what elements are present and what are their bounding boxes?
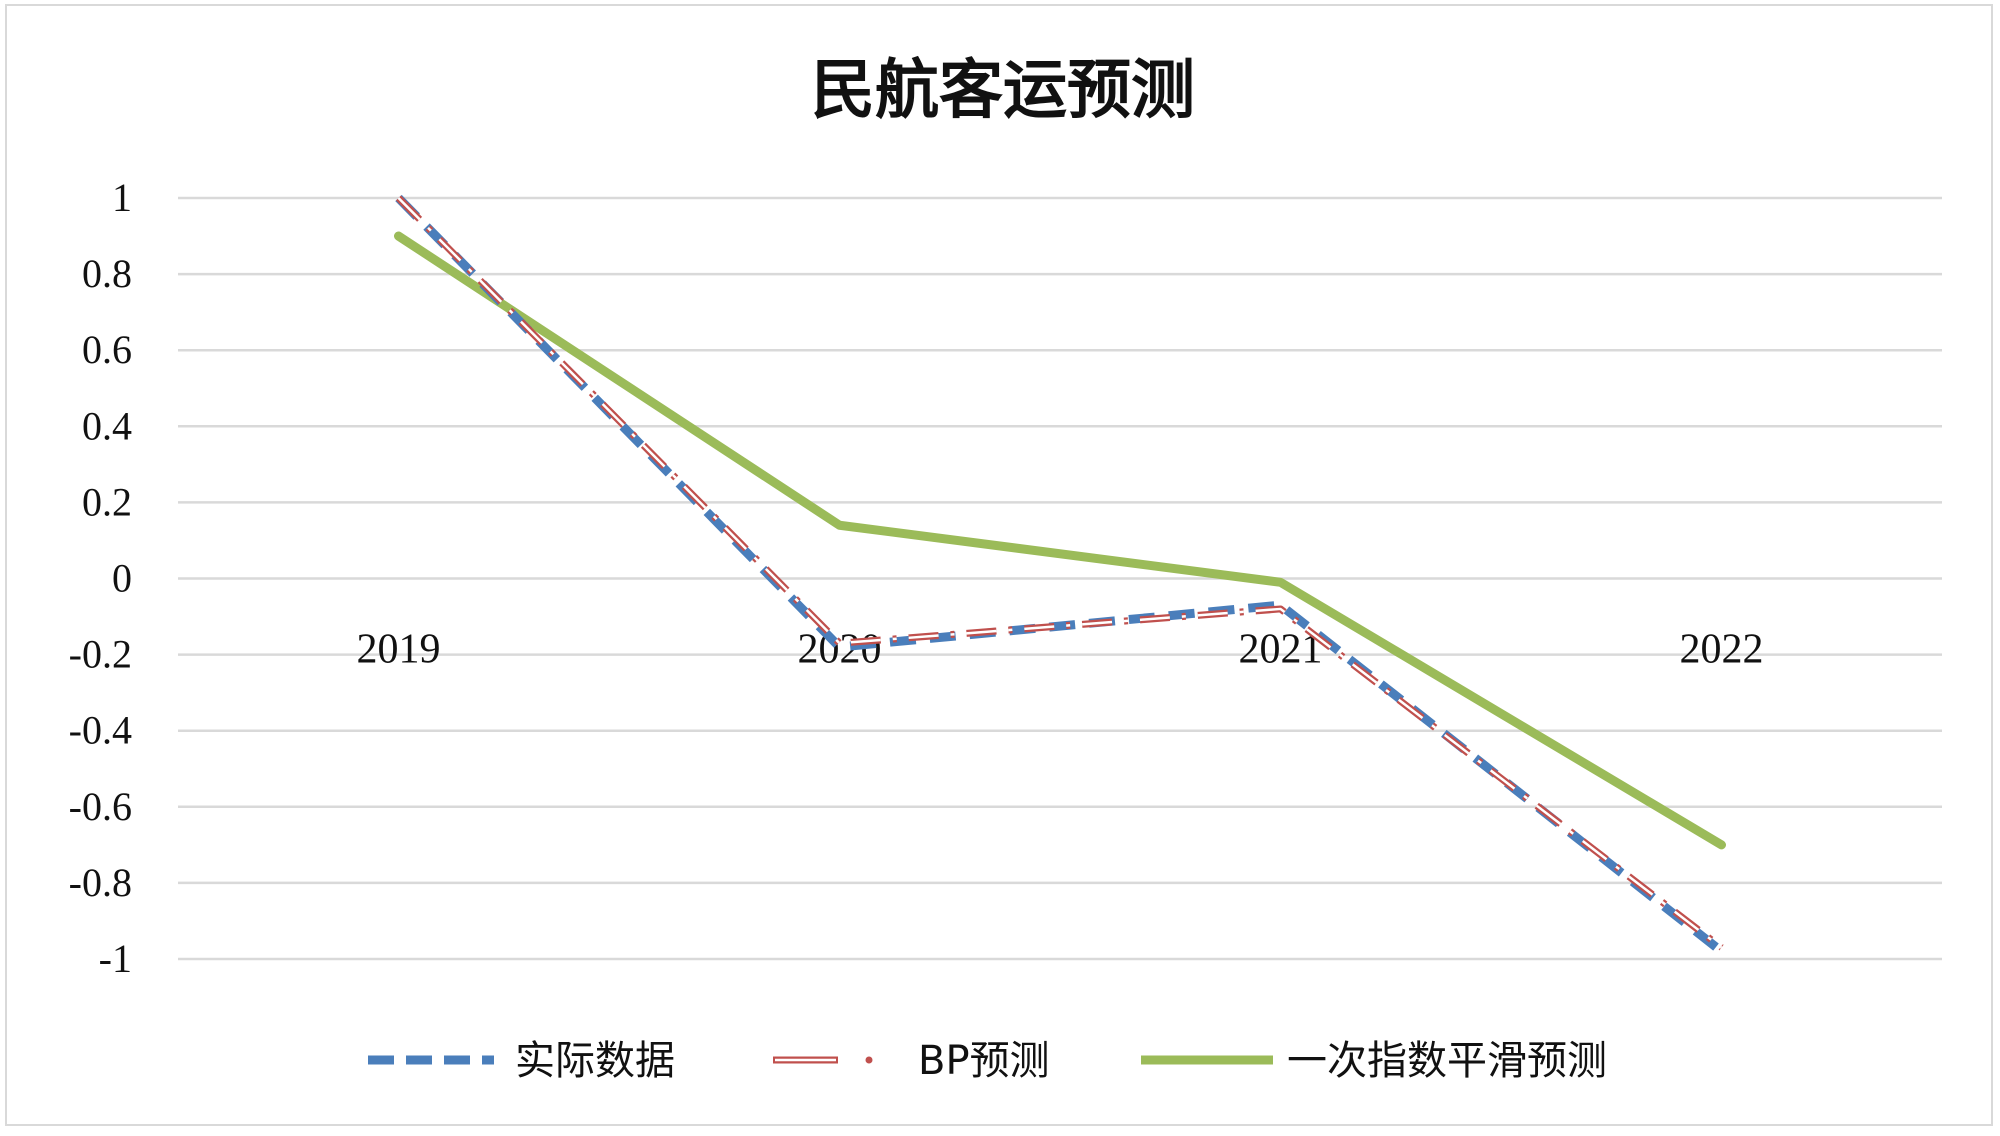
series-line-actual [395, 194, 1725, 955]
legend-label: BP预测 [918, 1038, 1050, 1084]
y-tick-label: -1 [99, 936, 132, 981]
legend-label: 一次指数平滑预测 [1287, 1038, 1607, 1084]
y-tick-label: -0.4 [69, 708, 132, 753]
bp-line-outline [396, 195, 1724, 951]
y-tick-label: 0.6 [82, 327, 132, 372]
gridlines [178, 196, 1942, 961]
y-tick-label: -0.8 [69, 860, 132, 905]
y-tick-label: 0.4 [82, 403, 132, 448]
legend-item-smoothing: 一次指数平滑预测 [1141, 1038, 1607, 1084]
series-line-bp [396, 195, 1724, 951]
legend-item-bp: BP预测 [773, 1038, 1050, 1084]
y-tick-label: -0.6 [69, 784, 132, 829]
legend: 实际数据 BP预测 一次指数平滑预测 [368, 1038, 1607, 1084]
legend-item-actual: 实际数据 [368, 1038, 675, 1084]
legend-swatch-dot [865, 1056, 873, 1064]
y-tick-label: 1 [112, 175, 132, 220]
bp-line-inner [397, 197, 1723, 949]
x-tick-label: 2019 [357, 627, 441, 673]
x-tick-label: 2022 [1680, 627, 1764, 673]
legend-label: 实际数据 [515, 1038, 675, 1084]
y-tick-label: 0.2 [82, 479, 132, 524]
y-tick-label: -0.2 [69, 632, 132, 677]
chart-frame [5, 4, 1993, 1126]
x-tick-label: 2020 [798, 627, 882, 673]
y-tick-label: 0.8 [82, 251, 132, 296]
y-axis-ticks: 1 0.8 0.6 0.4 0.2 0 -0.2 -0.4 -0.6 -0.8 -1 [69, 175, 132, 981]
y-tick-label: 0 [112, 556, 132, 601]
series-line-smoothing [394, 231, 1726, 850]
x-axis-ticks: 2019 2020 2021 2022 [357, 627, 1764, 673]
chart-title: 民航客运预测 [811, 54, 1195, 128]
series-lines [394, 194, 1726, 955]
